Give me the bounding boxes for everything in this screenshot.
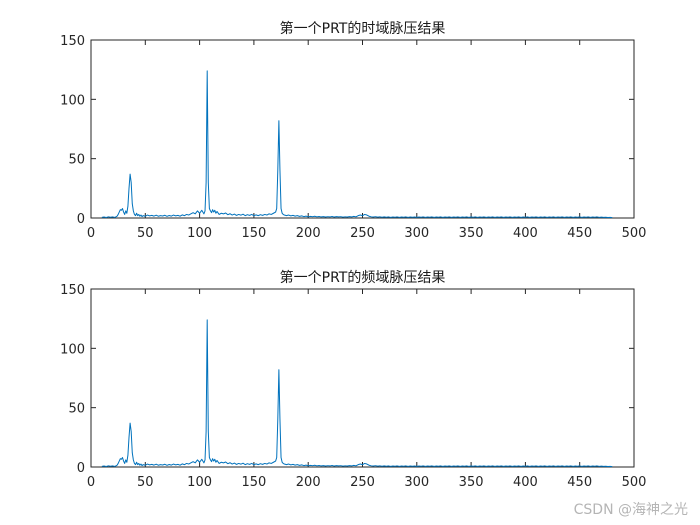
chart-1-y-tick-label: 150 — [60, 34, 85, 49]
chart-1-x-tick-label: 250 — [350, 226, 375, 241]
chart-1-title: 第一个PRT的时域脉压结果 — [280, 20, 446, 37]
chart-2-series-line-1 — [101, 319, 613, 468]
chart-1-x-tick-label: 300 — [404, 226, 429, 241]
chart-2-x-tick-label: 400 — [513, 475, 538, 490]
chart-1-y-tick-label: 0 — [77, 212, 85, 227]
watermark: CSDN @海神之光 — [573, 502, 688, 518]
chart-1-x-tick-label: 0 — [87, 226, 95, 241]
chart-2-x-tick-label: 300 — [404, 475, 429, 490]
chart-1-y-tick-label: 50 — [68, 153, 85, 168]
chart-2-title: 第一个PRT的频域脉压结果 — [280, 269, 446, 286]
chart-2-x-tick-label: 350 — [459, 475, 484, 490]
chart-1-x-tick-label: 400 — [513, 226, 538, 241]
chart-1-x-tick-label: 50 — [137, 226, 154, 241]
chart-1-x-tick-label: 500 — [622, 226, 647, 241]
chart-1-x-tick-label: 150 — [241, 226, 266, 241]
chart-2-x-tick-label: 200 — [296, 475, 321, 490]
chart-2-y-tick-label: 0 — [77, 461, 85, 476]
chart-2-x-tick-label: 250 — [350, 475, 375, 490]
chart-2-axes-box — [90, 288, 635, 468]
chart-2-y-tick-label: 100 — [60, 342, 85, 357]
chart-1-x-tick-label: 200 — [296, 226, 321, 241]
chart-2-x-tick-label: 100 — [187, 475, 212, 490]
chart-2-x-tick-label: 450 — [567, 475, 592, 490]
chart-2-x-tick-label: 150 — [241, 475, 266, 490]
chart-1-x-tick-label: 450 — [567, 226, 592, 241]
chart-2-y-tick-label: 150 — [60, 283, 85, 298]
chart-1-axes-box — [90, 39, 635, 219]
chart-2-x-tick-label: 500 — [622, 475, 647, 490]
chart-1-series-line-1 — [101, 70, 613, 219]
chart-2-y-tick-label: 50 — [68, 402, 85, 417]
chart-1-x-tick-label: 350 — [459, 226, 484, 241]
chart-1-y-tick-label: 100 — [60, 93, 85, 108]
chart-1-x-tick-label: 100 — [187, 226, 212, 241]
chart-2-x-tick-label: 50 — [137, 475, 154, 490]
chart-2-x-tick-label: 0 — [87, 475, 95, 490]
